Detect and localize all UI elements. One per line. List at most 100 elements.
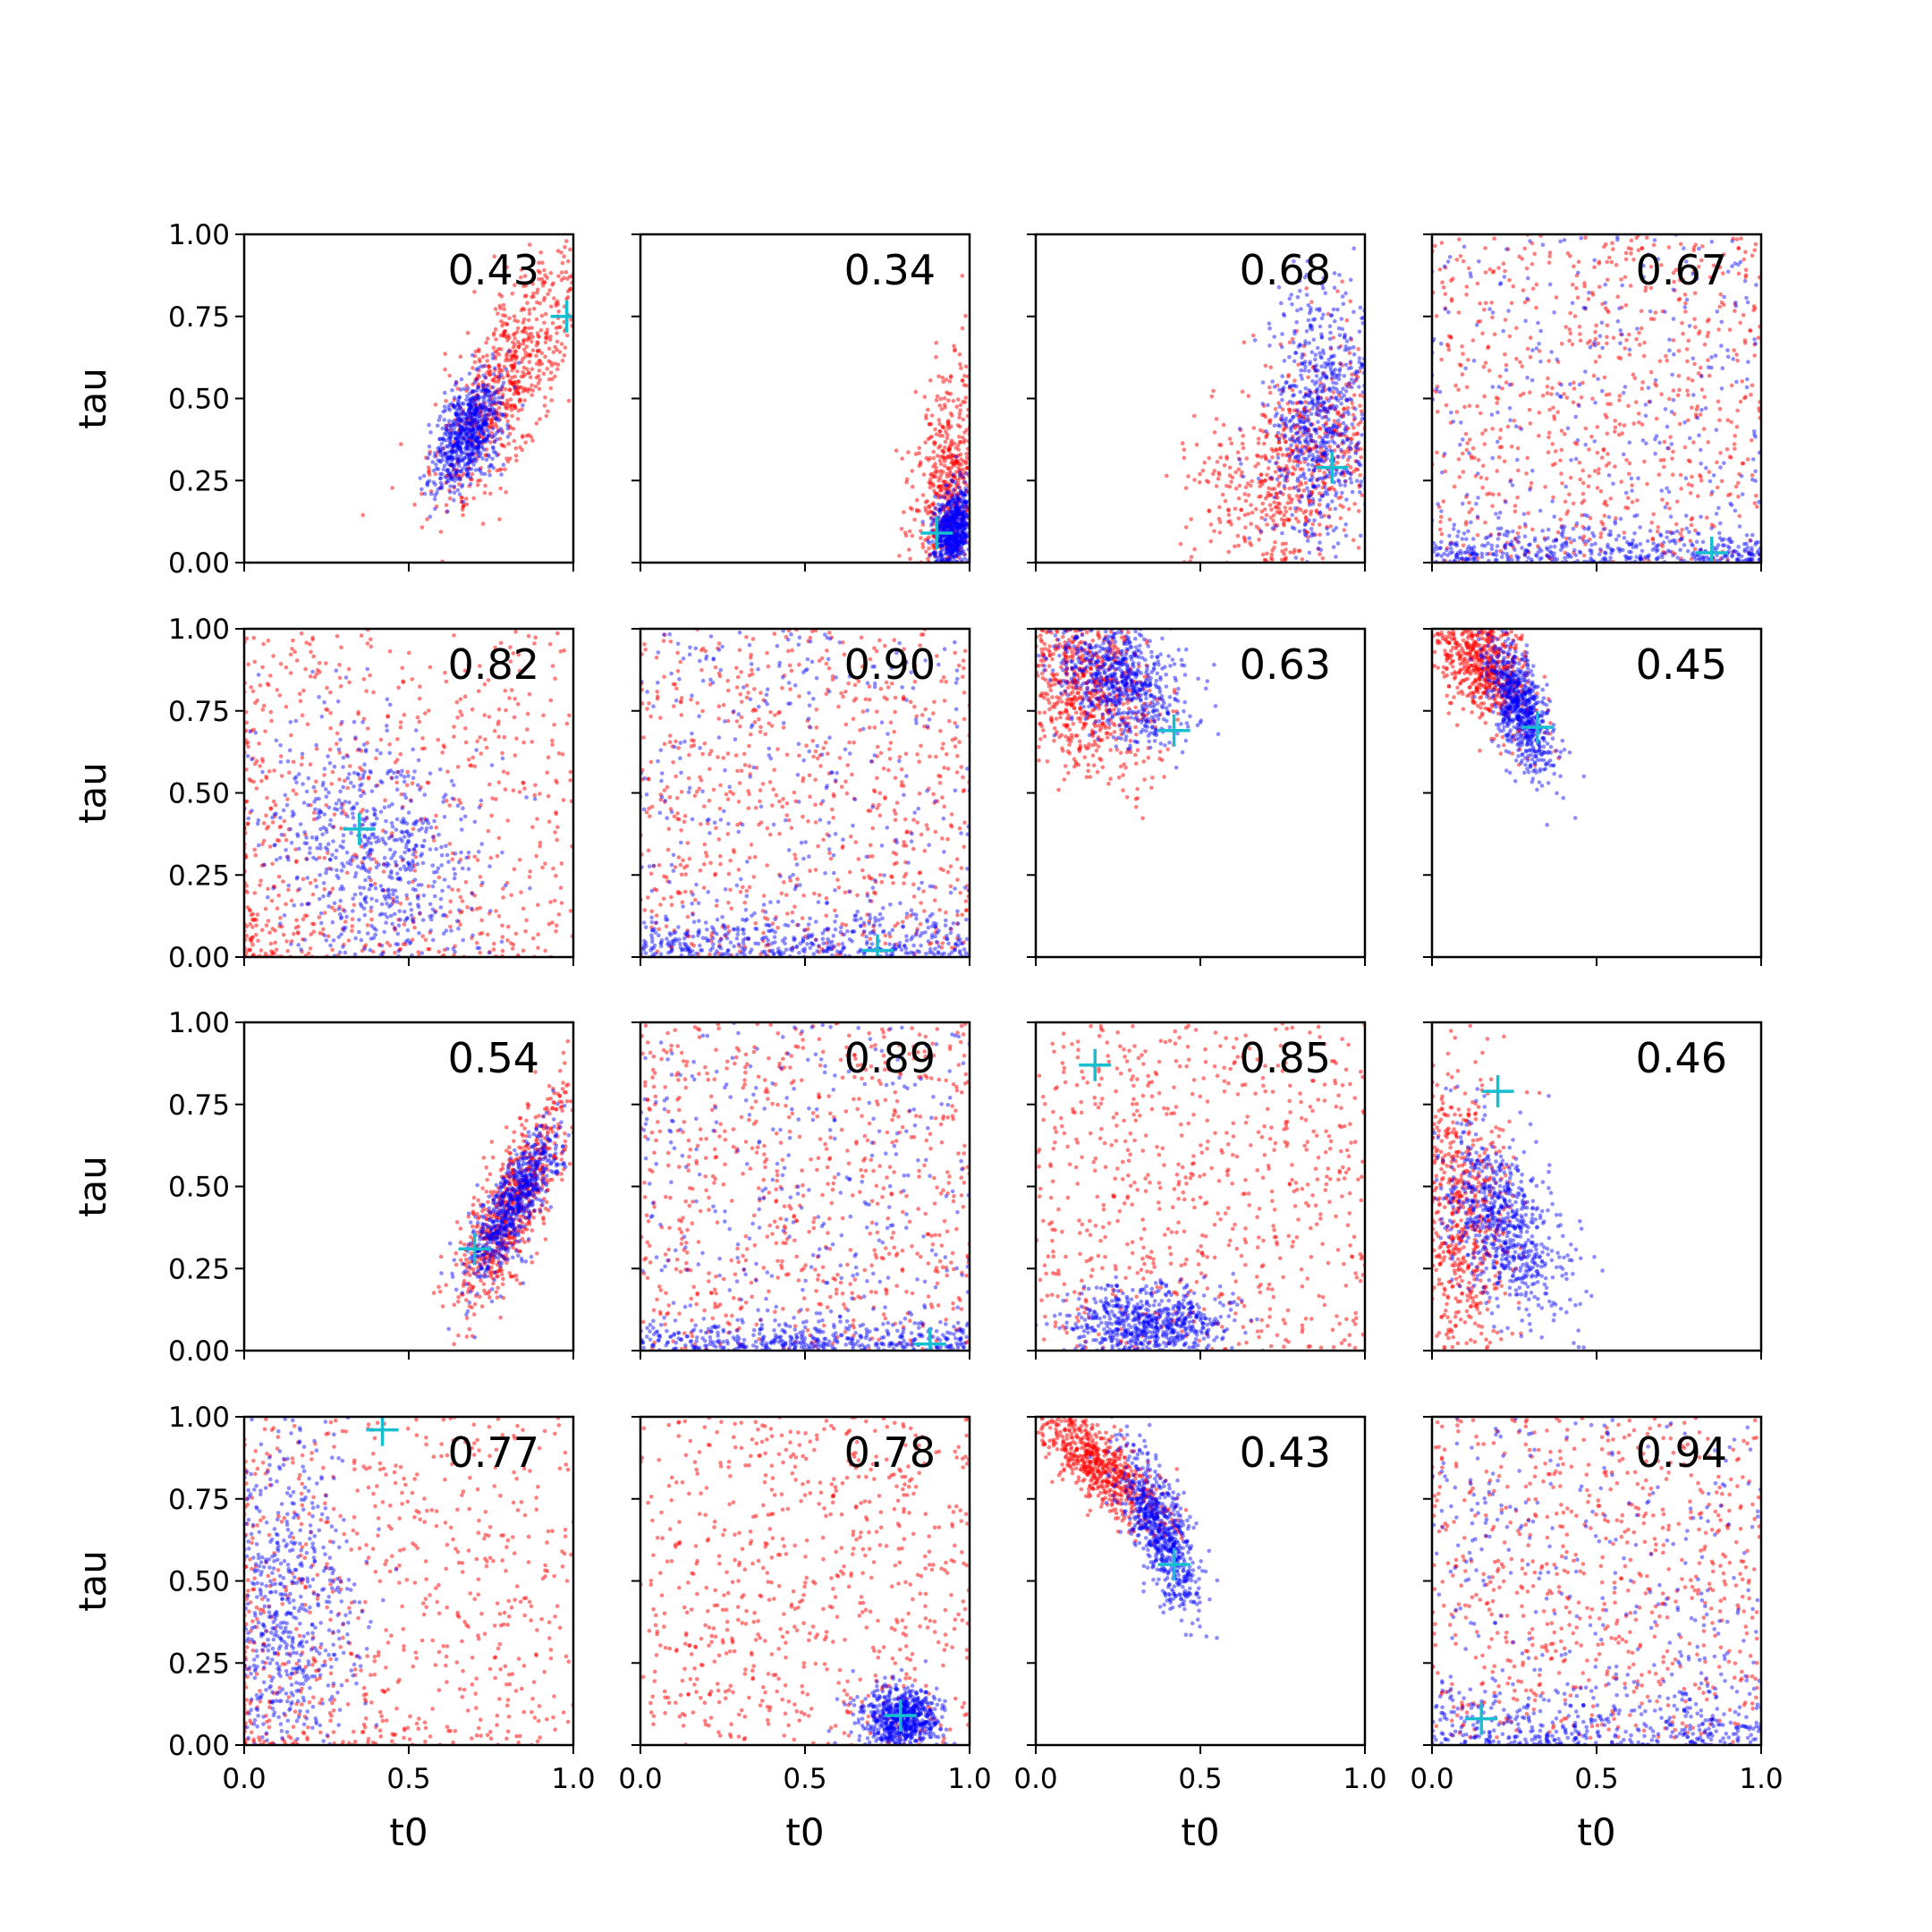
point-blue: [474, 420, 479, 425]
point-blue: [1357, 329, 1362, 335]
point-red: [515, 369, 520, 374]
point-red: [1267, 390, 1273, 395]
point-red: [1564, 395, 1570, 400]
point-blue: [453, 441, 458, 446]
point-red: [1614, 263, 1619, 267]
point-blue: [453, 411, 459, 416]
point-blue: [476, 443, 481, 448]
point-red: [1478, 411, 1483, 416]
point-red: [1487, 267, 1493, 272]
point-blue: [950, 550, 954, 555]
point-red: [952, 343, 956, 349]
point-blue: [438, 476, 443, 481]
point-red: [921, 472, 927, 477]
point-red: [1725, 418, 1731, 423]
point-red: [1578, 332, 1582, 336]
point-blue: [1651, 541, 1656, 546]
point-red: [1475, 403, 1479, 409]
point-blue: [1344, 385, 1350, 389]
point-blue: [454, 436, 460, 441]
point-blue: [1335, 541, 1341, 546]
point-red: [447, 422, 452, 427]
point-blue: [1530, 377, 1535, 383]
point-blue: [1300, 377, 1304, 381]
point-red: [448, 463, 453, 468]
point-red: [1287, 517, 1292, 522]
point-blue: [1655, 556, 1659, 562]
point-red: [1345, 436, 1351, 441]
point-red: [1484, 476, 1489, 481]
point-blue: [942, 538, 947, 543]
point-blue: [456, 408, 461, 412]
point-red: [1752, 353, 1757, 358]
point-blue: [440, 471, 445, 477]
point-blue: [954, 545, 960, 549]
point-blue: [1310, 485, 1316, 489]
point-red: [1741, 461, 1746, 466]
point-red: [1271, 518, 1275, 523]
point-blue: [939, 535, 945, 539]
point-blue: [1341, 386, 1345, 391]
point-red: [1246, 493, 1251, 497]
point-blue: [963, 521, 969, 527]
point-blue: [1272, 385, 1277, 389]
point-blue: [445, 509, 450, 514]
point-blue: [1311, 532, 1317, 538]
point-blue: [470, 415, 474, 420]
point-blue: [1292, 340, 1296, 345]
point-blue: [1276, 284, 1282, 290]
point-red: [1457, 237, 1462, 242]
point-red: [1303, 391, 1309, 396]
point-blue: [1448, 551, 1453, 555]
point-blue: [951, 487, 956, 493]
point-blue: [476, 451, 481, 455]
point-blue: [460, 482, 465, 487]
point-blue: [1329, 406, 1334, 411]
point-red: [1274, 448, 1279, 453]
point-red: [1214, 484, 1219, 488]
point-blue: [1563, 540, 1569, 546]
point-red: [444, 399, 448, 403]
point-blue: [453, 475, 457, 479]
point-red: [1648, 317, 1654, 321]
point-red: [1207, 508, 1211, 513]
point-red: [1277, 474, 1282, 479]
point-red: [537, 276, 541, 282]
point-red: [454, 461, 460, 466]
point-red: [961, 417, 965, 422]
point-red: [1563, 499, 1568, 504]
point-red: [1354, 432, 1360, 436]
point-blue: [471, 389, 477, 394]
point-red: [560, 260, 565, 266]
point-blue: [470, 440, 476, 445]
point-red: [939, 407, 945, 411]
point-blue: [1298, 400, 1302, 404]
point-blue: [1583, 443, 1588, 447]
point-red: [1352, 502, 1357, 506]
point-blue: [458, 435, 462, 439]
point-red: [443, 352, 448, 356]
point-red: [487, 407, 492, 412]
point-blue: [449, 442, 453, 447]
point-blue: [458, 416, 463, 421]
point-red: [496, 374, 502, 379]
point-blue: [1325, 526, 1329, 531]
point-red: [1560, 481, 1564, 486]
point-red: [1221, 422, 1226, 428]
point-blue: [951, 549, 955, 555]
point-red: [549, 363, 555, 368]
point-blue: [946, 499, 951, 504]
point-blue: [477, 424, 482, 429]
point-blue: [963, 486, 968, 491]
point-blue: [1347, 381, 1352, 386]
point-blue: [479, 425, 484, 430]
point-blue: [1710, 489, 1715, 495]
point-red: [1718, 556, 1724, 561]
point-red: [1497, 454, 1502, 460]
point-red: [1216, 516, 1222, 521]
point-red: [1505, 424, 1511, 429]
point-red: [1699, 258, 1704, 263]
point-blue: [1333, 367, 1338, 372]
point-blue: [959, 545, 964, 549]
point-blue: [944, 546, 949, 551]
